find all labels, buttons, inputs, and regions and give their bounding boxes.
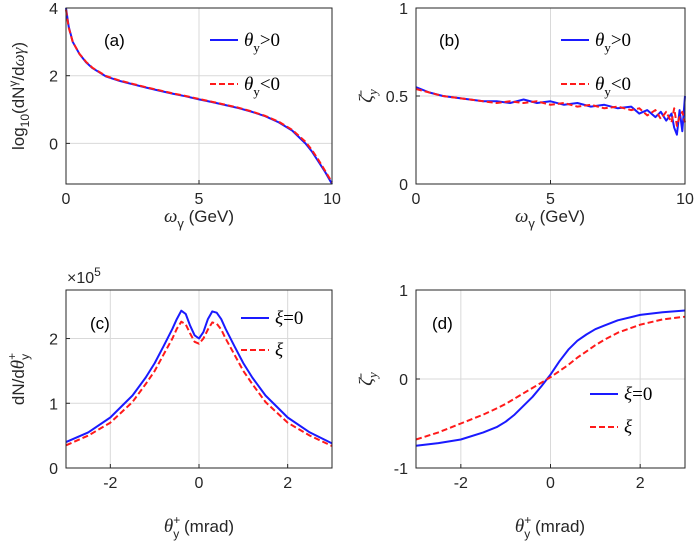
axes-box [415,7,686,185]
y-tick-label: 1 [399,283,408,300]
legend-label: θy>0 [244,30,280,55]
x-axis-label: θ+ y (mrad) [515,513,585,541]
axes-box [415,289,686,469]
series-line-solid [65,309,333,445]
series-line-solid [415,309,686,447]
series-line-dashed [65,320,333,447]
panel-label: (b) [439,31,460,50]
panel-a: 0 5 10 0 2 4 (a) θy>0 θy<0 ωγ (GeV) log10(dNγ… [6,1,341,231]
x-axis-label: ωγ (GeV) [515,206,585,231]
x-tick-label: -2 [454,475,468,492]
x-tick-label: 10 [676,191,694,208]
x-tick-label: 5 [195,191,204,208]
legend-label: ξ=0 [624,384,652,405]
y-axis-label: dN/dθ+y [5,353,32,405]
series-lines [415,86,686,136]
tick-labels: -2 0 2 -1 0 1 [394,283,645,492]
tick-labels: -2 0 2 0 1 2 [49,332,292,492]
tick-labels: 0 5 10 0 2 4 [49,1,341,208]
x-tick-label: -2 [103,475,117,492]
legend-label: ξ [275,340,284,361]
x-tick-label: 0 [546,475,555,492]
y-axis-label: ζ̄y [356,89,380,103]
x-tick-label: 5 [546,191,555,208]
legend: θy>0 θy<0 [561,30,631,99]
x-tick-label: 10 [323,191,341,208]
y-tick-label: 1 [399,1,408,18]
legend-label: ξ [624,417,633,438]
x-axis-label: θ+ y (mrad) [164,513,234,541]
axes-box [65,7,333,185]
legend-label: θy<0 [595,74,631,99]
y-axis-label: log10(dNγ/dωγ) [6,42,32,150]
panel-label: (d) [432,314,453,333]
x-tick-label: 0 [412,191,421,208]
panel-c: -2 0 2 0 1 2 ×105 (c) ξ=0 ξ θ+ y (mrad) dN/dθ+… [5,265,333,541]
y-tick-label: -1 [394,461,408,478]
panel-b: 0 5 10 0 0.5 1 (b) θy>0 θy<0 ωγ (GeV) ζ̄y [356,1,694,231]
legend: ξ=0 ξ [590,384,652,438]
axis-multiplier: ×105 [67,265,101,287]
tick-labels: 0 5 10 0 0.5 1 [386,1,694,208]
y-tick-label: 4 [49,1,58,18]
series-lines [65,309,333,447]
legend: ξ=0 ξ [241,308,303,361]
y-tick-label: 0 [49,461,58,478]
legend-label: θy<0 [244,74,280,99]
legend: θy>0 θy<0 [210,30,280,99]
y-tick-label: 0 [49,136,58,153]
series-line-dashed [65,9,333,183]
x-tick-label: 0 [62,191,71,208]
x-tick-label: 2 [283,475,292,492]
panel-label: (c) [90,314,110,333]
y-tick-label: 0.5 [386,89,408,106]
series-line-dashed [415,315,686,441]
axes-box [65,289,333,469]
series-line-dashed [415,88,686,127]
y-axis-label: ζ̄y [356,372,380,386]
y-tick-label: 0 [399,372,408,389]
legend-label: ξ=0 [275,308,303,329]
series-lines [65,7,333,185]
x-tick-label: 2 [636,475,645,492]
x-axis-label: ωγ (GeV) [164,206,234,231]
y-tick-label: 2 [49,332,58,349]
series-lines [415,309,686,447]
legend-label: θy>0 [595,30,631,55]
y-tick-label: 1 [49,396,58,413]
y-tick-label: 2 [49,69,58,86]
x-tick-label: 0 [195,475,204,492]
panel-label: (a) [104,31,125,50]
y-tick-label: 0 [399,177,408,194]
panel-d: -2 0 2 -1 0 1 (d) ξ=0 ξ θ+ y (mrad) ζ̄y [356,283,686,541]
